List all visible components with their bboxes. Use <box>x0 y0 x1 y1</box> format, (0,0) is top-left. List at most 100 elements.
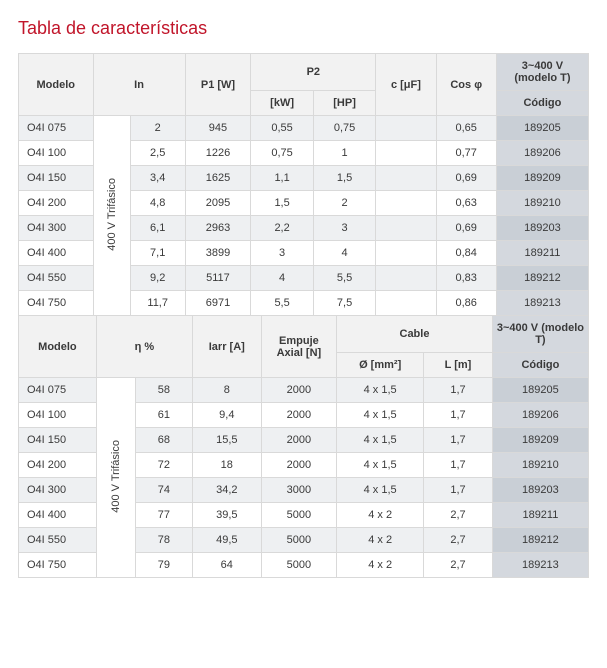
page-title: Tabla de características <box>18 18 589 39</box>
cell-model: O4I 075 <box>19 116 94 141</box>
cell-iarr: 34,2 <box>192 478 261 503</box>
cell-cos: 0,69 <box>436 216 496 241</box>
cell-emp: 2000 <box>261 403 337 428</box>
cell-cos: 0,69 <box>436 166 496 191</box>
th2-eta: η % <box>96 316 192 378</box>
rot-label: 400 V Trifásico <box>93 116 130 316</box>
cell-eta: 72 <box>135 453 192 478</box>
cell-c <box>376 116 436 141</box>
cell-p1: 3899 <box>185 241 251 266</box>
cell-c <box>376 291 436 316</box>
cell-eta: 77 <box>135 503 192 528</box>
cell-codigo: 189210 <box>496 191 588 216</box>
rot-label: 400 V Trifásico <box>96 378 135 578</box>
cell-lm: 1,7 <box>424 403 493 428</box>
cell-codigo: 189212 <box>496 266 588 291</box>
cell-omm: 4 x 1,5 <box>337 428 424 453</box>
cell-codigo: 189209 <box>492 428 588 453</box>
cell-c <box>376 166 436 191</box>
cell-in: 2 <box>130 116 185 141</box>
cell-hp: 1,5 <box>313 166 375 191</box>
cell-model: O4I 750 <box>19 291 94 316</box>
cell-model: O4I 400 <box>19 503 97 528</box>
cell-model: O4I 100 <box>19 141 94 166</box>
cell-kw: 4 <box>251 266 313 291</box>
cell-omm: 4 x 2 <box>337 553 424 578</box>
cell-c <box>376 216 436 241</box>
cell-in: 4,8 <box>130 191 185 216</box>
cell-omm: 4 x 2 <box>337 528 424 553</box>
th-c: c [μF] <box>376 54 436 116</box>
th-volt: 3~400 V (modelo T) <box>496 54 588 91</box>
cell-iarr: 15,5 <box>192 428 261 453</box>
cell-cos: 0,63 <box>436 191 496 216</box>
spec-table-1: Modelo In P1 [W] P2 c [μF] Cos φ 3~400 V… <box>18 53 589 316</box>
spec-table-2: Modelo η % Iarr [A] Empuje Axial [N] Cab… <box>18 315 589 578</box>
cell-p1: 5117 <box>185 266 251 291</box>
cell-codigo: 189203 <box>496 216 588 241</box>
cell-model: O4I 150 <box>19 428 97 453</box>
cell-in: 3,4 <box>130 166 185 191</box>
th2-cable: Cable <box>337 316 493 353</box>
cell-emp: 2000 <box>261 378 337 403</box>
cell-cos: 0,65 <box>436 116 496 141</box>
cell-omm: 4 x 1,5 <box>337 403 424 428</box>
cell-lm: 1,7 <box>424 428 493 453</box>
th-cos: Cos φ <box>436 54 496 116</box>
cell-lm: 2,7 <box>424 553 493 578</box>
cell-eta: 78 <box>135 528 192 553</box>
th-p1: P1 [W] <box>185 54 251 116</box>
cell-lm: 1,7 <box>424 478 493 503</box>
cell-emp: 5000 <box>261 553 337 578</box>
cell-in: 9,2 <box>130 266 185 291</box>
cell-codigo: 189205 <box>496 116 588 141</box>
th2-lm: L [m] <box>424 353 493 378</box>
cell-cos: 0,83 <box>436 266 496 291</box>
cell-model: O4I 200 <box>19 453 97 478</box>
cell-emp: 2000 <box>261 428 337 453</box>
th2-omm: Ø [mm²] <box>337 353 424 378</box>
cell-kw: 2,2 <box>251 216 313 241</box>
cell-omm: 4 x 1,5 <box>337 478 424 503</box>
cell-eta: 74 <box>135 478 192 503</box>
cell-iarr: 18 <box>192 453 261 478</box>
cell-eta: 61 <box>135 403 192 428</box>
cell-lm: 2,7 <box>424 503 493 528</box>
cell-emp: 2000 <box>261 453 337 478</box>
cell-omm: 4 x 1,5 <box>337 453 424 478</box>
cell-codigo: 189205 <box>492 378 588 403</box>
cell-codigo: 189211 <box>496 241 588 266</box>
cell-kw: 0,55 <box>251 116 313 141</box>
cell-hp: 5,5 <box>313 266 375 291</box>
cell-codigo: 189213 <box>492 553 588 578</box>
cell-model: O4I 075 <box>19 378 97 403</box>
cell-cos: 0,86 <box>436 291 496 316</box>
cell-in: 6,1 <box>130 216 185 241</box>
cell-p1: 1625 <box>185 166 251 191</box>
cell-hp: 0,75 <box>313 116 375 141</box>
cell-p1: 945 <box>185 116 251 141</box>
cell-codigo: 189206 <box>496 141 588 166</box>
cell-p1: 1226 <box>185 141 251 166</box>
cell-lm: 2,7 <box>424 528 493 553</box>
cell-hp: 3 <box>313 216 375 241</box>
cell-p1: 6971 <box>185 291 251 316</box>
cell-codigo: 189206 <box>492 403 588 428</box>
cell-c <box>376 266 436 291</box>
cell-model: O4I 300 <box>19 216 94 241</box>
cell-model: O4I 400 <box>19 241 94 266</box>
cell-emp: 5000 <box>261 528 337 553</box>
cell-model: O4I 100 <box>19 403 97 428</box>
cell-model: O4I 150 <box>19 166 94 191</box>
cell-c <box>376 191 436 216</box>
cell-lm: 1,7 <box>424 378 493 403</box>
th-p2kw: [kW] <box>251 91 313 116</box>
cell-in: 2,5 <box>130 141 185 166</box>
table-row: O4I 075400 V Trifásico58820004 x 1,51,71… <box>19 378 589 403</box>
cell-cos: 0,77 <box>436 141 496 166</box>
cell-emp: 5000 <box>261 503 337 528</box>
cell-codigo: 189203 <box>492 478 588 503</box>
cell-lm: 1,7 <box>424 453 493 478</box>
th-p2: P2 <box>251 54 376 91</box>
cell-in: 11,7 <box>130 291 185 316</box>
